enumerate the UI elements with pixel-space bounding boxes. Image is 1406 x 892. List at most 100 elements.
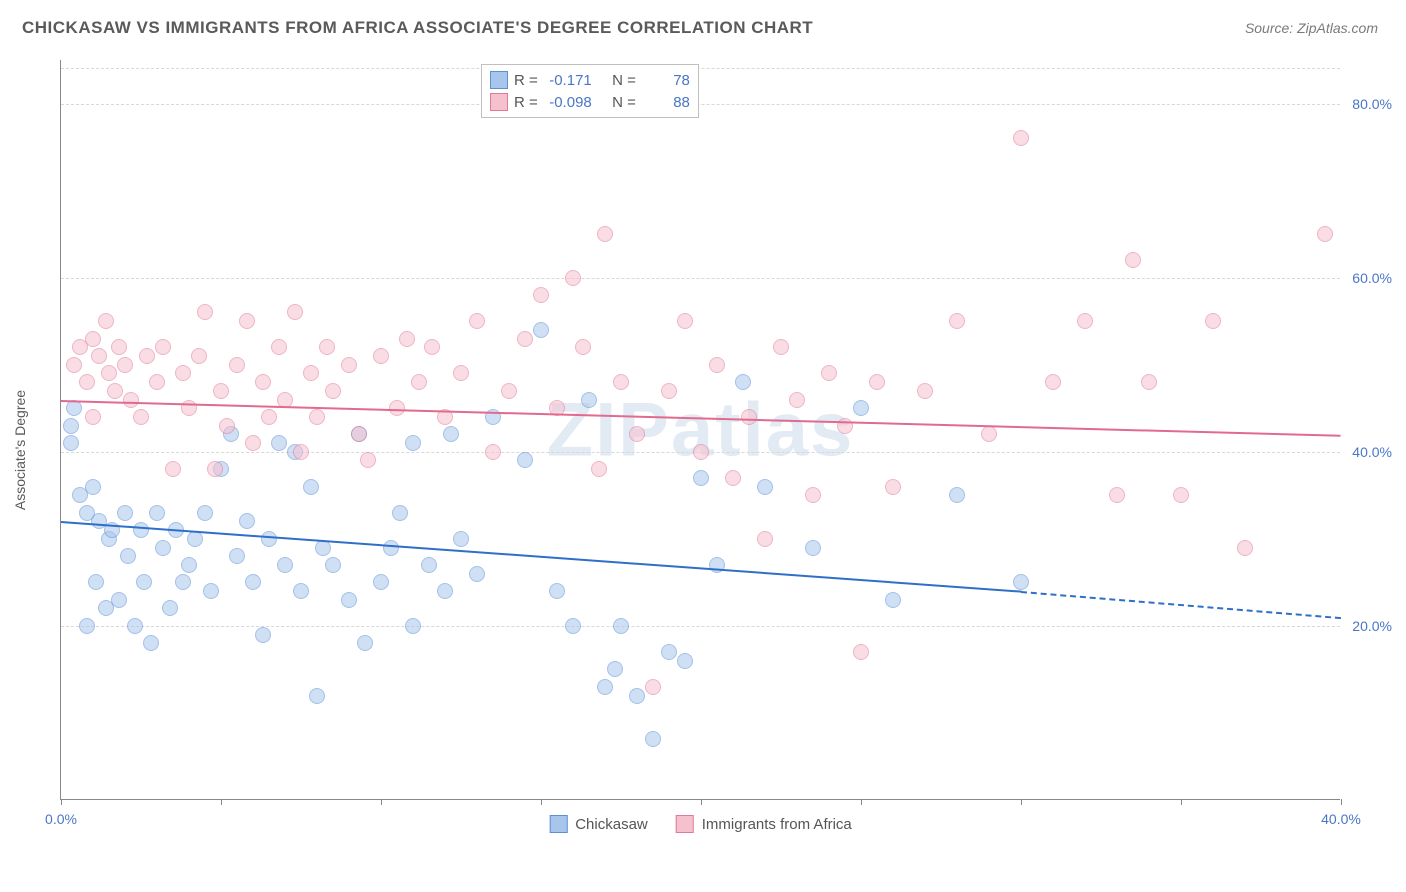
data-point	[597, 679, 613, 695]
data-point	[213, 383, 229, 399]
data-point	[149, 505, 165, 521]
data-point	[309, 688, 325, 704]
data-point	[219, 418, 235, 434]
legend-swatch	[676, 815, 694, 833]
data-point	[917, 383, 933, 399]
data-point	[261, 409, 277, 425]
data-point	[1077, 313, 1093, 329]
data-point	[1141, 374, 1157, 390]
data-point	[229, 548, 245, 564]
data-point	[341, 592, 357, 608]
data-point	[869, 374, 885, 390]
data-point	[661, 383, 677, 399]
data-point	[197, 304, 213, 320]
data-point	[693, 470, 709, 486]
data-point	[271, 339, 287, 355]
data-point	[443, 426, 459, 442]
gridline	[61, 278, 1340, 279]
data-point	[613, 374, 629, 390]
data-point	[261, 531, 277, 547]
data-point	[360, 452, 376, 468]
x-tick	[1341, 799, 1342, 805]
y-tick-label: 60.0%	[1352, 270, 1392, 286]
data-point	[325, 557, 341, 573]
data-point	[453, 365, 469, 381]
data-point	[133, 522, 149, 538]
data-point	[155, 540, 171, 556]
trend-line	[61, 521, 1021, 593]
legend-row: R =-0.171 N =78	[490, 69, 690, 91]
data-point	[245, 574, 261, 590]
data-point	[277, 557, 293, 573]
data-point	[309, 409, 325, 425]
data-point	[1237, 540, 1253, 556]
r-value: -0.171	[544, 72, 592, 89]
data-point	[1013, 130, 1029, 146]
y-axis-label: Associate's Degree	[12, 390, 28, 510]
data-point	[255, 374, 271, 390]
chart-title: CHICKASAW VS IMMIGRANTS FROM AFRICA ASSO…	[22, 18, 813, 38]
data-point	[85, 479, 101, 495]
data-point	[533, 287, 549, 303]
data-point	[549, 583, 565, 599]
data-point	[66, 400, 82, 416]
x-tick	[1021, 799, 1022, 805]
y-tick-label: 20.0%	[1352, 618, 1392, 634]
data-point	[613, 618, 629, 634]
data-point	[117, 505, 133, 521]
data-point	[373, 574, 389, 590]
x-tick-label: 0.0%	[45, 811, 77, 827]
data-point	[287, 304, 303, 320]
r-label: R =	[514, 94, 538, 111]
data-point	[383, 540, 399, 556]
data-point	[725, 470, 741, 486]
data-point	[79, 618, 95, 634]
data-point	[837, 418, 853, 434]
data-point	[453, 531, 469, 547]
data-point	[79, 374, 95, 390]
data-point	[203, 583, 219, 599]
data-point	[805, 487, 821, 503]
data-point	[143, 635, 159, 651]
data-point	[885, 479, 901, 495]
data-point	[981, 426, 997, 442]
data-point	[98, 313, 114, 329]
data-point	[133, 409, 149, 425]
series-legend: ChickasawImmigrants from Africa	[549, 815, 852, 833]
data-point	[789, 392, 805, 408]
data-point	[677, 653, 693, 669]
y-tick-label: 80.0%	[1352, 96, 1392, 112]
data-point	[325, 383, 341, 399]
data-point	[392, 505, 408, 521]
data-point	[239, 313, 255, 329]
data-point	[136, 574, 152, 590]
n-value: 88	[642, 94, 690, 111]
n-label: N =	[612, 94, 636, 111]
gridline	[61, 104, 1340, 105]
gridline	[61, 626, 1340, 627]
n-label: N =	[612, 72, 636, 89]
data-point	[1045, 374, 1061, 390]
legend-swatch	[549, 815, 567, 833]
data-point	[191, 348, 207, 364]
data-point	[757, 531, 773, 547]
data-point	[123, 392, 139, 408]
data-point	[207, 461, 223, 477]
data-point	[293, 444, 309, 460]
data-point	[661, 644, 677, 660]
plot-area: ZIPatlas 20.0%40.0%60.0%80.0%0.0%40.0%R …	[60, 60, 1340, 800]
data-point	[245, 435, 261, 451]
data-point	[1173, 487, 1189, 503]
legend-label: Chickasaw	[575, 816, 648, 833]
data-point	[607, 661, 623, 677]
data-point	[575, 339, 591, 355]
data-point	[565, 270, 581, 286]
x-tick-label: 40.0%	[1321, 811, 1361, 827]
data-point	[773, 339, 789, 355]
data-point	[139, 348, 155, 364]
data-point	[255, 627, 271, 643]
data-point	[501, 383, 517, 399]
data-point	[517, 452, 533, 468]
data-point	[1013, 574, 1029, 590]
trend-line	[61, 400, 1341, 437]
